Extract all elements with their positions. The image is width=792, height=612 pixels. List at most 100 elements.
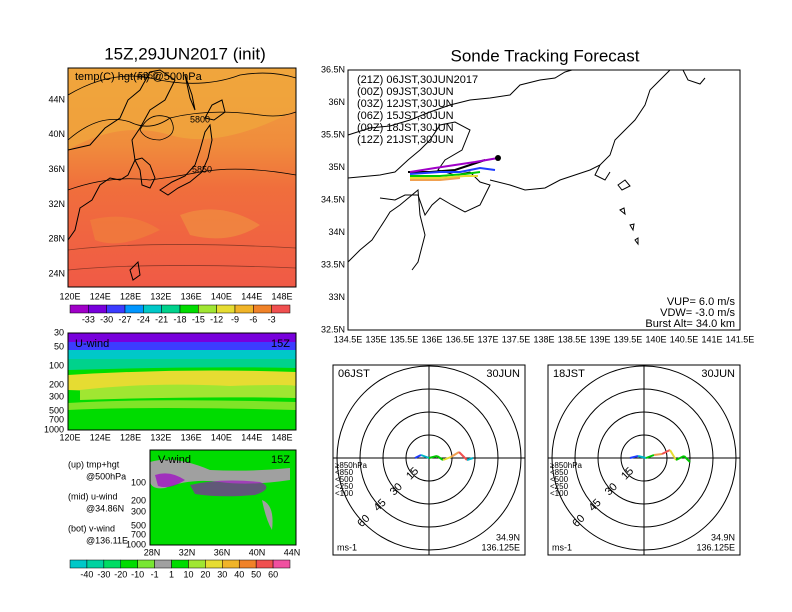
colorbar-cell <box>171 559 189 569</box>
hodograph-segment <box>450 451 460 458</box>
contour <box>67 244 297 251</box>
speed-ring <box>405 434 453 482</box>
hodograph-segment <box>629 455 639 459</box>
pressure-legend: <100 <box>335 489 354 498</box>
hodograph-segment <box>653 453 663 456</box>
hodograph-time: 06JST <box>338 368 370 380</box>
lat-label: 28N <box>48 234 65 244</box>
contour-label: 5800 <box>190 114 210 124</box>
ring-label: 15 <box>619 465 636 482</box>
lon-label: 140E <box>211 432 232 442</box>
lat-label: 40N <box>48 129 65 139</box>
lat-label: 32.5N <box>321 324 345 334</box>
lat-label: 44N <box>284 547 301 557</box>
pressure-label: 30 <box>54 327 64 337</box>
colorbar-cell <box>161 304 181 314</box>
legend: (21Z) 06JST,30JUN2017(00Z) 09JST,30JUN(0… <box>357 74 478 146</box>
lat-label: 36N <box>214 547 231 557</box>
hodograph-unit: ms-1 <box>552 542 572 552</box>
colorbar-label: -15 <box>192 314 205 324</box>
colorbar-cell <box>143 304 162 314</box>
hodograph-segment <box>645 454 655 459</box>
colorbar-cell <box>238 559 257 569</box>
sakhalin-coast <box>184 74 196 111</box>
u-wind-field <box>80 384 296 400</box>
continent-coast <box>67 69 176 241</box>
launch-param: Burst Alt= 34.0 km <box>645 318 735 330</box>
contour-label: 5850 <box>138 70 158 80</box>
hodograph-segment <box>420 454 430 459</box>
frame <box>67 332 297 431</box>
legend-entry: (09Z) 18JST,30JUN <box>357 122 454 134</box>
pressure-label: 300 <box>49 391 64 401</box>
colorbar-cell <box>216 304 236 314</box>
hodograph-unit: ms-1 <box>337 542 357 552</box>
pressure-label: 500 <box>131 520 146 530</box>
colorbar-label: -40 <box>80 569 93 579</box>
lon-label: 136E <box>421 334 442 344</box>
note: @34.86N <box>86 503 124 513</box>
hodograph-time: 18JST <box>553 368 585 380</box>
v-wind-field <box>262 500 273 530</box>
lat-label: 36.5N <box>321 64 345 74</box>
lon-label: 136.5E <box>446 334 475 344</box>
coast <box>682 69 706 85</box>
colorbar-label: -3 <box>268 314 276 324</box>
hokkaido-coast <box>204 99 226 121</box>
hodograph-segment <box>428 455 438 459</box>
contour <box>139 115 174 141</box>
speed-ring <box>359 388 499 528</box>
colorbar-label: -1 <box>151 569 159 579</box>
shikoku-kii-coast <box>347 188 426 271</box>
lon-label: 124E <box>90 432 111 442</box>
island <box>619 207 626 216</box>
lon-label: 135.5E <box>390 334 419 344</box>
colorbar-label: 10 <box>183 569 193 579</box>
lon-label: 144E <box>241 291 262 301</box>
track <box>409 157 499 173</box>
colorbar-label: -20 <box>114 569 127 579</box>
lon-label: 141.5E <box>726 334 755 344</box>
note: (up) tmp+hgt <box>68 459 120 469</box>
colorbar-label: 20 <box>200 569 210 579</box>
colorbar-label: -30 <box>100 314 113 324</box>
colorbar-label: -6 <box>249 314 257 324</box>
temperature-field <box>68 68 296 150</box>
colorbar-cell <box>120 559 138 569</box>
pressure-label: 200 <box>49 379 64 389</box>
hodograph-segment <box>414 454 422 459</box>
colorbar-label: -21 <box>155 314 168 324</box>
colorbar-label: -24 <box>137 314 150 324</box>
speed-ring <box>597 411 691 505</box>
u-wind-field <box>68 342 296 350</box>
lon-label: 137.5E <box>502 334 531 344</box>
track <box>410 175 478 179</box>
taiwan-coast <box>129 260 141 281</box>
track <box>410 171 481 177</box>
colorbar-cell <box>205 559 223 569</box>
pressure-label: 1000 <box>126 539 146 549</box>
u-wind-time: 15Z <box>271 338 290 350</box>
u-wind-field <box>68 333 296 342</box>
colorbar-cell <box>86 559 105 569</box>
hodograph-lat: 34.9N <box>496 532 520 542</box>
speed-ring <box>551 365 737 551</box>
lon-label: 139.5E <box>614 334 643 344</box>
pressure-legend: <250 <box>550 482 569 491</box>
lat-label: 40N <box>249 547 266 557</box>
pressure-label: 100 <box>49 360 64 370</box>
colorbar-cell <box>137 559 155 569</box>
pressure-label: 700 <box>49 414 64 424</box>
lat-label: 28N <box>144 547 161 557</box>
hodograph-segment <box>669 449 677 461</box>
hodograph-lat: 34.9N <box>711 532 735 542</box>
hodograph-segment <box>675 455 685 461</box>
speed-ring <box>336 365 522 551</box>
lat-label: 33N <box>328 292 345 302</box>
burst-point <box>495 155 501 161</box>
track <box>408 159 486 173</box>
lon-label: 134.5E <box>334 334 363 344</box>
pressure-legend: ≥850hPa <box>335 461 368 470</box>
colorbar-cell <box>222 559 240 569</box>
